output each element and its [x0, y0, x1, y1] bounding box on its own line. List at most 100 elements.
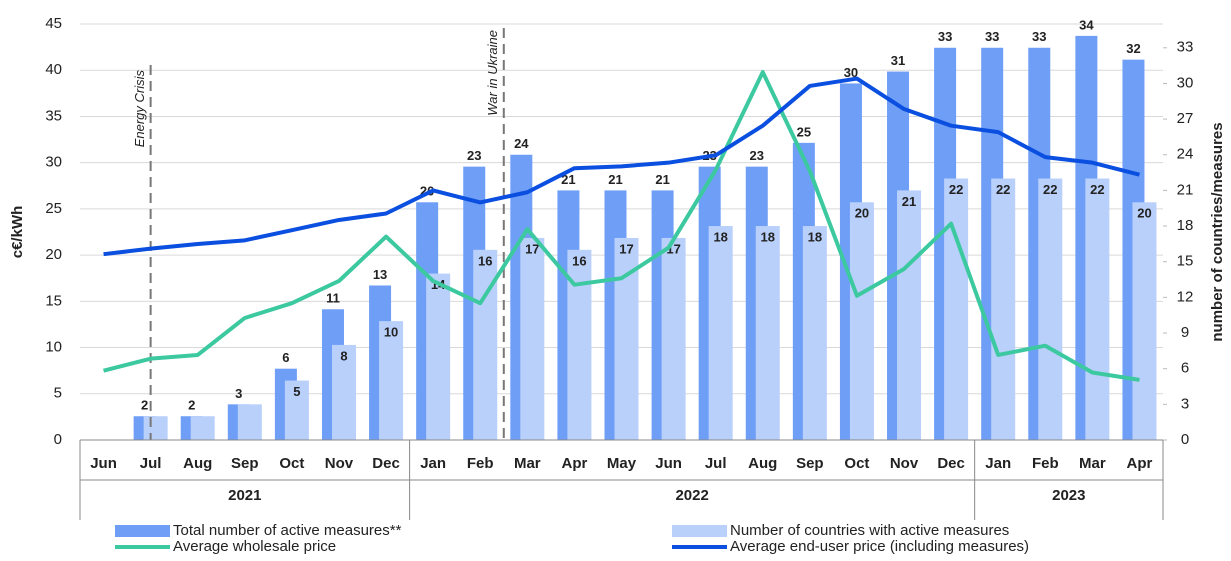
x-tick-label: Nov [325, 455, 354, 472]
x-tick-label: Oct [844, 455, 869, 472]
data-label: 18 [808, 229, 822, 244]
x-tick-label: Jun [90, 455, 117, 472]
bar [379, 321, 404, 440]
data-label: 31 [891, 53, 905, 68]
x-tick-label: Nov [890, 455, 919, 472]
y2-tick-label: 9 [1181, 324, 1189, 341]
legend-label: Total number of active measures** [173, 522, 402, 539]
data-label: 25 [797, 124, 811, 139]
line [103, 76, 1140, 257]
data-label: 3 [235, 386, 242, 401]
data-label: 17 [619, 241, 633, 256]
y2-tick-label: 27 [1177, 110, 1194, 127]
data-label: 21 [561, 172, 575, 187]
bar [944, 178, 969, 440]
y2-tick-label: 18 [1177, 217, 1194, 234]
y-tick-label: 25 [45, 200, 62, 217]
bar [190, 416, 215, 440]
bar [1132, 202, 1157, 440]
y2-tick-label: 21 [1177, 181, 1194, 198]
y2-tick-label: 12 [1177, 288, 1194, 305]
data-label: 21 [655, 172, 669, 187]
data-label: 24 [514, 136, 529, 151]
data-label: 23 [467, 148, 481, 163]
y-tick-label: 0 [54, 431, 62, 448]
x-tick-label: Mar [514, 455, 541, 472]
bar [991, 178, 1016, 440]
y2-tick-label: 30 [1177, 74, 1194, 91]
y2-tick-label: 0 [1181, 431, 1189, 448]
x-tick-label: Aug [748, 455, 777, 472]
y-tick-label: 30 [45, 154, 62, 171]
x-tick-label: Aug [183, 455, 212, 472]
data-label: 16 [572, 253, 586, 268]
y-tick-label: 40 [45, 61, 62, 78]
x-tick-label: Jun [655, 455, 682, 472]
data-label: 33 [985, 29, 999, 44]
bar [897, 190, 922, 440]
y2-tick-label: 6 [1181, 360, 1189, 377]
y2-tick-label: 33 [1177, 39, 1194, 56]
bar [426, 273, 451, 440]
y-tick-label: 10 [45, 339, 62, 356]
y-tick-label: 5 [54, 385, 62, 402]
group-label: 2022 [675, 487, 708, 504]
data-label: 30 [844, 65, 858, 80]
x-tick-label: Sep [231, 455, 259, 472]
legend-swatch [672, 525, 727, 537]
data-label: 13 [373, 267, 387, 282]
legend-label: Average end-user price (including measur… [730, 538, 1029, 555]
bar [331, 344, 356, 440]
annotation: War in Ukraine [485, 30, 500, 116]
x-tick-label: Jan [985, 455, 1011, 472]
y2-tick-label: 3 [1181, 395, 1189, 412]
bar [1085, 178, 1110, 440]
data-label: 18 [761, 229, 775, 244]
data-label: 6 [282, 350, 289, 365]
x-tick-label: Oct [279, 455, 304, 472]
x-tick-label: Feb [1032, 455, 1059, 472]
bar [708, 226, 733, 440]
data-label: 22 [949, 182, 963, 197]
data-label: 18 [713, 229, 727, 244]
legend-label: Number of countries with active measures [730, 522, 1009, 539]
data-label: 22 [996, 182, 1010, 197]
data-label: 21 [608, 172, 622, 187]
y2-axis-title: number of countries/measures [1209, 122, 1226, 341]
group-label: 2021 [228, 487, 261, 504]
data-label: 23 [750, 148, 764, 163]
bar [755, 226, 780, 440]
data-label: 34 [1079, 17, 1094, 32]
data-label: 10 [384, 325, 398, 340]
x-tick-label: Mar [1079, 455, 1106, 472]
x-tick-label: Sep [796, 455, 824, 472]
bar [849, 202, 874, 440]
data-label: 20 [855, 206, 869, 221]
bar [802, 226, 827, 440]
data-label: 16 [478, 253, 492, 268]
bar [473, 249, 498, 440]
x-tick-label: Jul [705, 455, 727, 472]
y2-tick-label: 24 [1177, 146, 1194, 163]
data-label: 2 [141, 398, 148, 413]
data-label: 5 [293, 384, 300, 399]
data-label: 11 [326, 291, 340, 306]
data-label: 2 [188, 398, 195, 413]
x-tick-label: Dec [937, 455, 965, 472]
x-tick-label: Feb [467, 455, 494, 472]
line [103, 70, 1140, 382]
bar [143, 416, 168, 440]
group-label: 2023 [1052, 487, 1085, 504]
y2-tick-label: 15 [1177, 253, 1194, 270]
x-tick-label: Apr [561, 455, 587, 472]
data-label: 17 [525, 241, 539, 256]
y-tick-label: 15 [45, 292, 62, 309]
annotation: Energy Crisis [132, 70, 147, 148]
y-tick-label: 35 [45, 107, 62, 124]
y-tick-label: 20 [45, 246, 62, 263]
x-tick-label: Apr [1127, 455, 1153, 472]
legend-label: Average wholesale price [173, 538, 336, 555]
bar [284, 380, 309, 440]
data-label: 8 [340, 348, 347, 363]
